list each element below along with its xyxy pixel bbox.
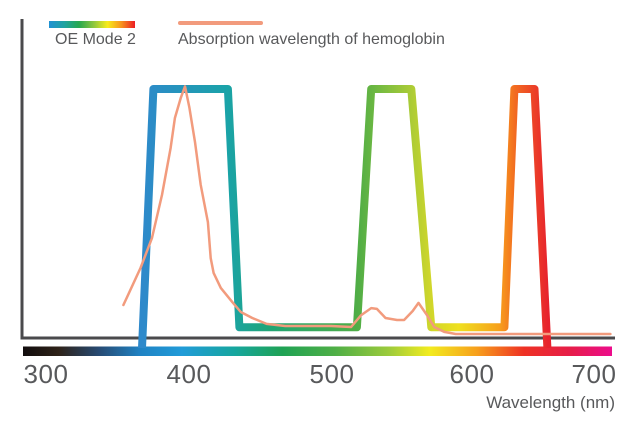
x-tick-500: 500 [309,359,355,389]
legend-label-oe-mode: OE Mode 2 [55,31,136,48]
x-tick-600: 600 [449,359,495,389]
x-tick-400: 400 [166,359,212,389]
spectrum-color-bar [23,346,612,356]
hemoglobin-absorption-curve [122,85,612,336]
hemoglobin-line-swatch [178,21,263,25]
x-tick-300: 300 [23,359,69,389]
x-tick-700: 700 [571,359,617,389]
oe-mode-2-curve [138,85,552,349]
x-axis-label: Wavelength (nm) [486,393,615,412]
oe-mode-gradient-swatch [49,21,135,28]
legend-label-hemoglobin: Absorption wavelength of hemoglobin [178,31,445,48]
